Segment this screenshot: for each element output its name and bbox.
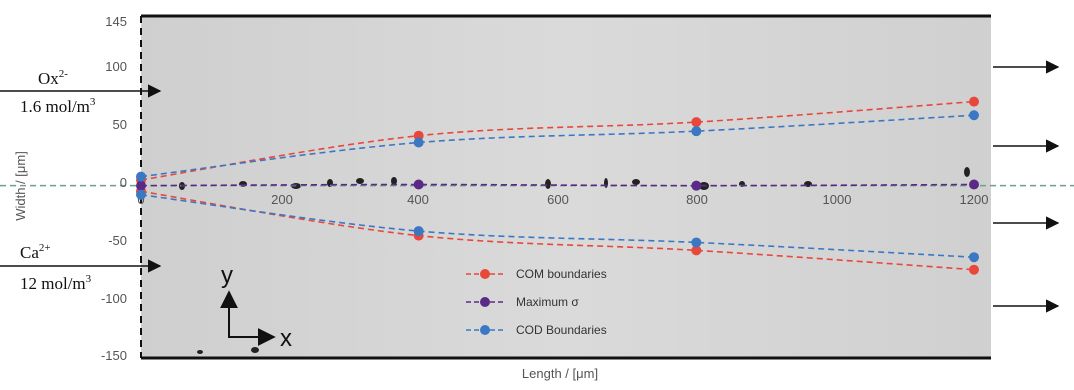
- x-tick-label: 400: [407, 192, 429, 207]
- y-tick-label: -100: [101, 291, 127, 306]
- x-tick-label: 1000: [823, 192, 852, 207]
- cod-boundaries-upper-point: [136, 171, 146, 182]
- legend-marker-max-sigma: [480, 297, 490, 307]
- legend-marker-com: [480, 269, 490, 279]
- frame-x-label: x: [280, 325, 292, 352]
- series-layer: [136, 96, 979, 275]
- y-tick-label: -50: [108, 233, 127, 248]
- y-tick-label: 100: [105, 59, 127, 74]
- outlet-arrows: [993, 60, 1060, 313]
- ca-inlet-annotation: Ca2+ 12 mol/m3: [0, 242, 162, 293]
- cod-boundaries-lower-point: [413, 226, 424, 237]
- y-axis: 145 100 50 0 -50 -100 -150: [101, 14, 127, 363]
- cod-boundaries-upper-point: [691, 126, 702, 137]
- x-tick-label: 800: [686, 192, 708, 207]
- legend-marker-cod: [480, 325, 490, 335]
- ox-ion-label: Ox2-: [38, 68, 68, 88]
- cod-boundaries-upper-point: [969, 110, 979, 121]
- ox-inlet-annotation: Ox2- 1.6 mol/m3: [0, 68, 162, 116]
- coordinate-frame: y x: [220, 262, 292, 352]
- cod-boundaries-lower-point: [691, 237, 702, 248]
- ca-ion-label: Ca2+: [20, 242, 51, 262]
- cod-boundaries-lower-line: [140, 193, 975, 259]
- micrograph-background: [141, 16, 991, 358]
- com-boundaries-lower-point: [691, 245, 702, 256]
- cod-boundaries-lower-point: [136, 189, 146, 200]
- x-axis-label: Length / [μm]: [522, 366, 598, 381]
- cod-boundaries-lower-point: [969, 252, 979, 263]
- legend: COM boundaries Maximum σ COD Boundaries: [466, 267, 607, 337]
- x-tick-label: 600: [547, 192, 569, 207]
- x-axis: 0 200 400 600 800 1000 1200: [137, 192, 988, 207]
- y-tick-label: 145: [105, 14, 127, 29]
- maximum-point: [136, 180, 146, 191]
- y-axis-label: Width / [μm]: [13, 151, 28, 221]
- cod-boundaries-upper-point: [413, 137, 424, 148]
- ox-concentration-label: 1.6 mol/m3: [20, 96, 96, 116]
- y-tick-label: 50: [113, 117, 127, 132]
- ca-concentration-label: 12 mol/m3: [20, 273, 92, 293]
- maximum-point: [691, 180, 702, 191]
- maximum-line: [140, 183, 975, 187]
- legend-label-com: COM boundaries: [516, 267, 607, 281]
- maximum-point: [969, 179, 979, 190]
- legend-label-cod: COD Boundaries: [516, 323, 607, 337]
- com-boundaries-upper-line: [140, 100, 975, 181]
- legend-label-max-sigma: Maximum σ: [516, 295, 579, 309]
- maximum-point: [413, 179, 424, 190]
- x-tick-label: 200: [271, 192, 293, 207]
- y-tick-label: 0: [120, 175, 127, 190]
- crystal-specks: [179, 167, 970, 354]
- x-tick-label: 1200: [960, 192, 989, 207]
- frame-y-label: y: [221, 262, 233, 289]
- com-boundaries-lower-point: [969, 264, 979, 275]
- y-tick-label: -150: [101, 348, 127, 363]
- com-boundaries-upper-point: [691, 117, 702, 128]
- cod-boundaries-upper-line: [140, 114, 975, 178]
- com-boundaries-upper-point: [969, 96, 979, 107]
